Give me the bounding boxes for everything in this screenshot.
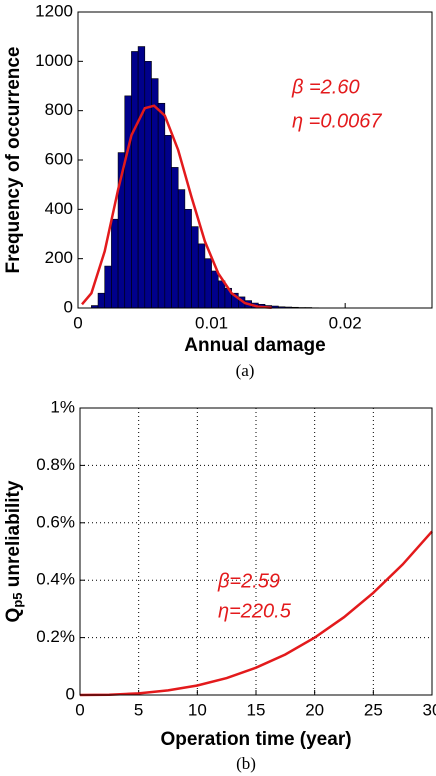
curve — [79, 530, 433, 697]
x-tick-label: 15 — [247, 700, 266, 719]
bar — [217, 280, 226, 309]
bar — [211, 270, 219, 309]
y-axis-label-part: Q — [3, 608, 24, 623]
curve — [81, 104, 272, 310]
y-tick-label: 0.6% — [36, 512, 75, 531]
bar — [184, 209, 192, 309]
x-tick-label: 20 — [305, 700, 324, 719]
x-tick-label: 0.02 — [329, 313, 362, 332]
y-axis-label-part: p5 — [10, 592, 25, 607]
annotation: β =2.60 — [291, 76, 360, 98]
y-axis-label-part: Frequency of occurrence — [3, 46, 24, 273]
bar — [111, 218, 119, 309]
plot-frame — [79, 407, 433, 696]
y-tick-label: 600 — [45, 149, 73, 168]
caption: (a) — [236, 361, 255, 380]
x-tick-label: 30 — [423, 700, 436, 719]
x-tick-label: 0 — [75, 700, 84, 719]
annotation: β=2.59 — [217, 570, 280, 592]
y-tick-label: 200 — [45, 248, 73, 267]
bar — [204, 258, 212, 309]
y-axis-label: Qp5 unreliability — [3, 480, 25, 622]
bar — [151, 78, 159, 309]
y-tick-label: 800 — [45, 100, 73, 119]
bar — [157, 102, 166, 309]
bar — [191, 226, 199, 309]
bar — [97, 292, 106, 309]
bar — [144, 61, 152, 309]
y-tick-label: 0.8% — [36, 455, 75, 474]
x-tick-label: 5 — [134, 700, 143, 719]
bar — [124, 95, 132, 309]
bar — [177, 189, 186, 309]
y-axis-label-part: unreliability — [3, 480, 24, 592]
bar — [137, 46, 146, 309]
x-tick-label: 0.01 — [195, 313, 228, 332]
bar — [164, 135, 172, 309]
y-tick-label: 0 — [64, 297, 73, 316]
annotation: η =0.0067 — [292, 110, 382, 132]
x-tick-label: 0 — [73, 313, 82, 332]
y-tick-label: 0.4% — [36, 570, 75, 589]
y-tick-label: 1200 — [35, 1, 73, 20]
x-axis-label: Operation time (year) — [160, 729, 351, 750]
y-tick-label: 1% — [50, 397, 75, 416]
plot-frame — [77, 11, 433, 309]
y-tick-label: 400 — [45, 199, 73, 218]
y-tick-label: 0.2% — [36, 627, 75, 646]
x-tick-label: 10 — [188, 700, 207, 719]
x-axis-label: Annual damage — [184, 335, 325, 356]
bar — [131, 51, 139, 309]
y-tick-label: 1000 — [35, 51, 73, 70]
bar — [197, 243, 206, 309]
bar — [171, 167, 179, 309]
caption: (b) — [236, 754, 256, 773]
bar — [104, 265, 112, 309]
y-axis-label: Frequency of occurrence — [3, 46, 24, 273]
y-tick-label: 0 — [66, 684, 75, 703]
annotation: η=220.5 — [218, 600, 292, 622]
x-tick-label: 25 — [364, 700, 383, 719]
